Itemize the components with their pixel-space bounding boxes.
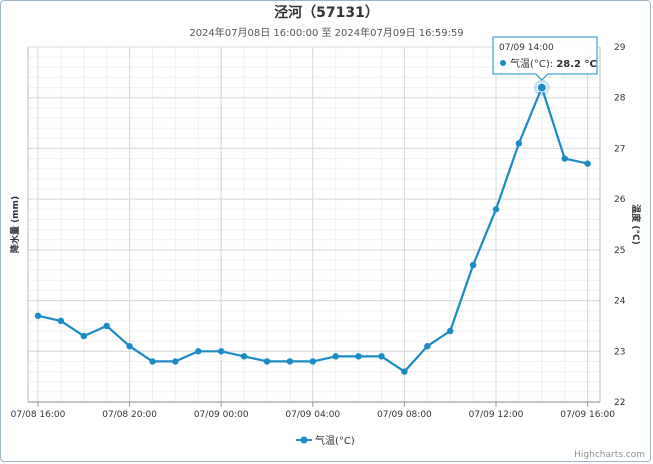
- x-tick-label: 07/09 12:00: [469, 410, 524, 420]
- tooltip: 07/09 14:00 气温(°C): 28.2 °C: [492, 36, 598, 81]
- x-tick-label: 07/08 16:00: [11, 410, 66, 420]
- data-point: [80, 332, 88, 340]
- y-tick-label: 22: [614, 398, 625, 408]
- data-point: [149, 358, 156, 365]
- tooltip-box: [492, 36, 598, 81]
- x-tick-label: 07/09 08:00: [377, 410, 432, 420]
- data-point: [309, 358, 316, 365]
- y-tick-label: 25: [614, 246, 625, 256]
- data-point: [469, 261, 477, 269]
- tooltip-value: 28.2 °C: [556, 59, 597, 70]
- axes-layer: 22 23 24 25 26 27 28 29 07/08 16:00 07/08 20:00 07…: [9, 43, 642, 420]
- tooltip-series: 气温(°C): 28.2 °C: [510, 57, 597, 70]
- x-tick-label: 07/09 00:00: [194, 410, 249, 420]
- data-point: [103, 322, 110, 330]
- tooltip-x: 07/09 14:00: [499, 43, 554, 53]
- chart-subtitle: 2024年07月08日 16:00:00 至 2024年07月09日 16:59…: [189, 28, 464, 39]
- legend[interactable]: 气温(°C): [296, 434, 355, 447]
- data-point: [57, 317, 65, 325]
- data-point-hovered: [536, 82, 547, 93]
- data-point: [424, 343, 431, 350]
- y-tick-label: 24: [614, 297, 626, 307]
- y-tick-label: 26: [614, 195, 626, 205]
- data-point: [126, 343, 133, 350]
- data-point: [561, 155, 568, 162]
- data-point: [447, 327, 454, 335]
- tooltip-marker: [500, 60, 506, 66]
- y-tick-label: 27: [614, 144, 625, 154]
- data-point: [584, 160, 591, 167]
- data-point: [355, 353, 362, 360]
- y-tick-label: 28: [614, 94, 626, 104]
- x-tick-label: 07/09 16:00: [560, 410, 615, 420]
- grid-layer: [28, 46, 600, 403]
- credit-link[interactable]: Highcharts.com: [574, 450, 645, 460]
- data-point: [515, 140, 523, 147]
- data-point: [195, 348, 202, 355]
- legend-marker: [300, 436, 308, 444]
- data-point: [240, 353, 248, 360]
- data-point: [34, 312, 42, 319]
- legend-label: 气温(°C): [315, 434, 355, 447]
- tooltip-series-name: 气温(°C):: [510, 57, 556, 70]
- chart-title: 泾河（57131）: [274, 5, 379, 21]
- data-point: [263, 358, 271, 365]
- data-point: [172, 358, 179, 365]
- y-axis-title-left: 降水量 (mm): [9, 196, 21, 253]
- y-tick-label: 29: [614, 43, 626, 53]
- data-point: [401, 368, 408, 375]
- y-tick-label: 23: [614, 347, 625, 357]
- data-point: [286, 358, 294, 365]
- data-point: [378, 353, 385, 360]
- x-tick-label: 07/09 04:00: [285, 410, 340, 420]
- y-axis-title-right: 温度 (°C): [630, 204, 642, 244]
- series-layer: [34, 79, 591, 375]
- x-tick-label: 07/08 20:00: [102, 410, 157, 420]
- data-point: [492, 206, 500, 213]
- data-point: [332, 353, 339, 360]
- data-point: [218, 348, 225, 355]
